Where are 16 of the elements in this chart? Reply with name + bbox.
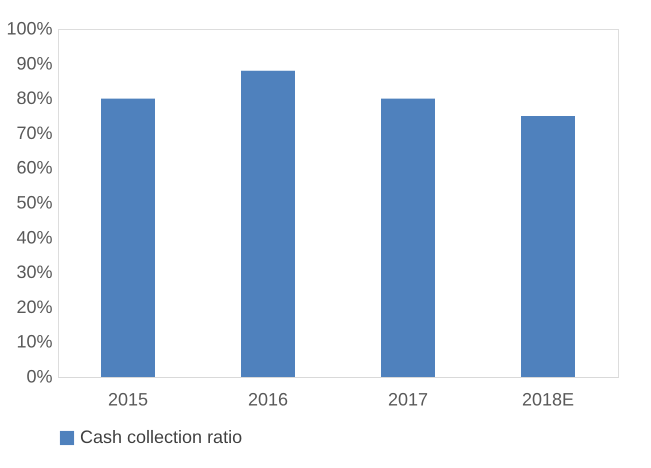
y-tick-label: 60% bbox=[16, 158, 52, 178]
x-tick-label: 2017 bbox=[388, 390, 428, 410]
y-tick-label: 90% bbox=[16, 53, 52, 74]
legend-label: Cash collection ratio bbox=[80, 427, 242, 447]
x-tick-label: 2015 bbox=[108, 390, 148, 410]
y-tick-label: 50% bbox=[16, 192, 52, 212]
y-tick-label: 10% bbox=[16, 332, 52, 352]
y-tick-label: 100% bbox=[6, 18, 52, 38]
y-tick-label: 70% bbox=[16, 122, 52, 143]
y-tick-label: 0% bbox=[26, 366, 52, 386]
y-tick-label: 80% bbox=[16, 88, 52, 108]
y-tick-label: 20% bbox=[16, 296, 52, 317]
y-tick-label: 40% bbox=[16, 227, 52, 248]
x-tick-label: 2018E bbox=[522, 390, 574, 410]
x-tick-label: 2016 bbox=[248, 390, 288, 410]
y-tick-label: 30% bbox=[16, 262, 52, 282]
